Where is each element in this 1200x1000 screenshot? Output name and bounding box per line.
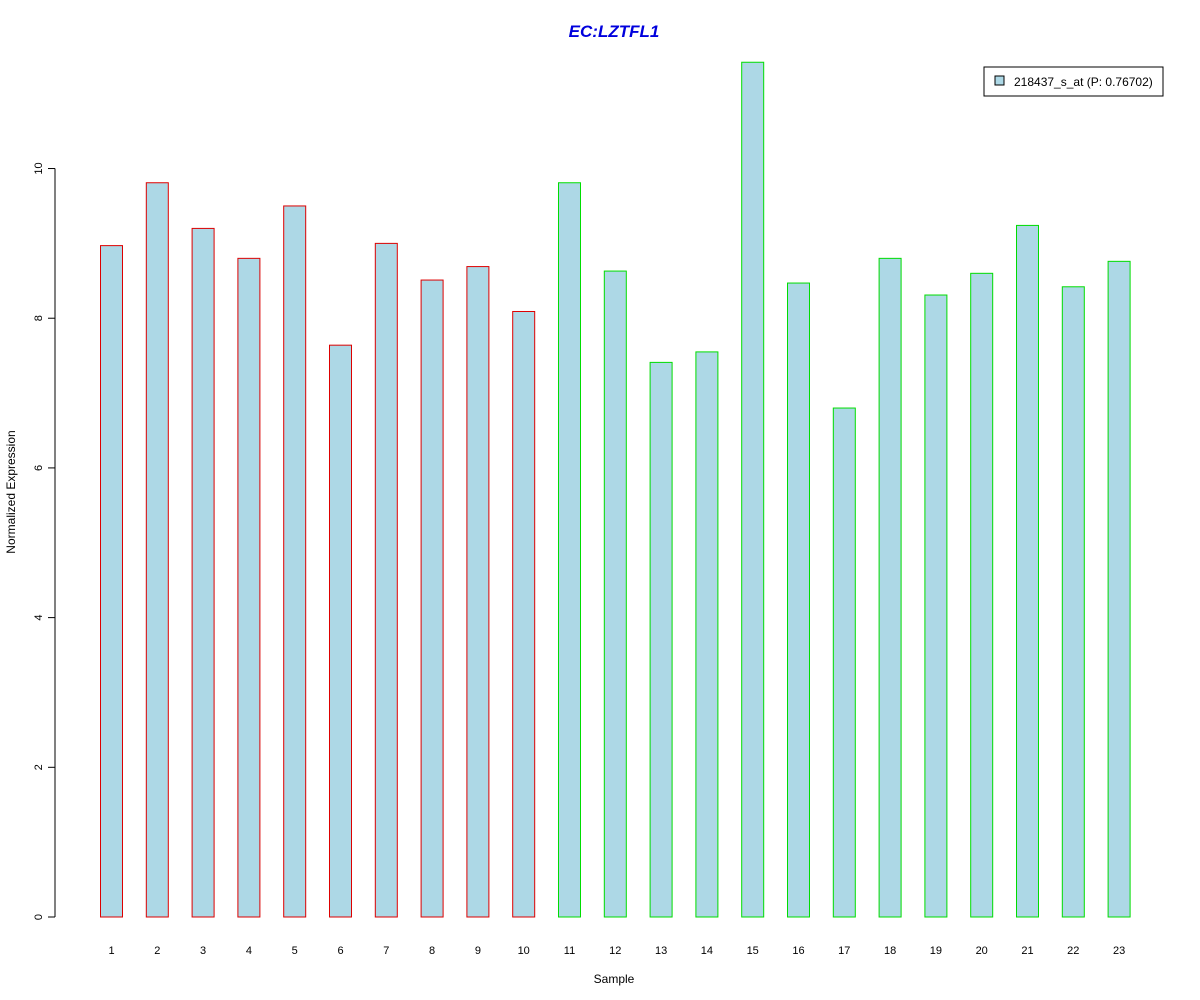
bar-sample-22 [1061, 286, 1085, 918]
y-axis-title: Normalized Expression [4, 430, 18, 553]
x-tick-label: 15 [747, 945, 759, 957]
y-axis: 0 2 4 6 8 10 [33, 162, 56, 920]
bar-sample-9 [466, 266, 490, 918]
bar-sample-1 [100, 245, 123, 918]
bar-sample-11 [558, 182, 581, 918]
x-tick-label: 22 [1067, 945, 1079, 957]
x-tick-label: 14 [701, 945, 713, 957]
x-tick-labels: 1 2 3 4 5 6 7 8 9 10 11 12 13 14 15 16 17 18 19 20 21 22 23 [108, 945, 1125, 957]
x-tick-label: 7 [383, 945, 389, 957]
x-tick-label: 1 [108, 945, 114, 957]
bar-sample-5 [283, 205, 307, 918]
x-tick-label: 6 [337, 945, 343, 957]
bar-sample-10 [512, 310, 536, 918]
x-tick-label: 8 [429, 945, 435, 957]
bar-sample-17 [832, 407, 856, 918]
bar-sample-16 [787, 282, 810, 918]
x-tick-label: 16 [792, 945, 804, 957]
bar-sample-18 [878, 257, 902, 918]
x-tick-label: 13 [655, 945, 667, 957]
x-tick-label: 21 [1021, 945, 1033, 957]
x-tick-label: 5 [292, 945, 298, 957]
x-tick-label: 23 [1113, 945, 1125, 957]
y-tick-label: 8 [33, 315, 45, 321]
x-tick-label: 17 [838, 945, 850, 957]
x-tick-label: 11 [564, 945, 575, 957]
bar-sample-2 [145, 182, 169, 918]
bar-sample-15 [741, 61, 765, 918]
legend-label: 218437_s_at (P: 0.76702) [1014, 75, 1153, 89]
y-tick-label: 6 [33, 465, 45, 471]
bar-sample-6 [329, 344, 352, 918]
x-tick-label: 10 [518, 945, 530, 957]
bar-sample-8 [420, 279, 444, 918]
x-tick-label: 3 [200, 945, 206, 957]
legend-box [983, 66, 1164, 97]
y-tick-label: 0 [33, 914, 45, 920]
y-tick-label: 10 [33, 162, 45, 174]
bar-sample-19 [924, 294, 948, 918]
bar-sample-12 [603, 270, 627, 918]
bar-sample-13 [649, 361, 673, 918]
chart-title: EC:LZTFL1 [569, 22, 660, 41]
bar-sample-3 [191, 227, 215, 918]
x-tick-label: 2 [154, 945, 160, 957]
bar-sample-4 [237, 257, 261, 918]
x-axis-title: Sample [594, 972, 635, 986]
y-tick-label: 2 [33, 764, 45, 770]
x-tick-label: 20 [976, 945, 988, 957]
x-tick-label: 4 [246, 945, 252, 957]
x-tick-label: 12 [609, 945, 621, 957]
bar-sample-7 [374, 242, 398, 918]
bar-sample-20 [970, 272, 994, 918]
legend-swatch [994, 75, 1005, 86]
bar-sample-21 [1016, 224, 1039, 918]
y-tick-label: 4 [33, 615, 45, 621]
x-tick-label: 19 [930, 945, 942, 957]
x-tick-label: 18 [884, 945, 896, 957]
bars-group [100, 61, 1131, 918]
x-tick-label: 9 [475, 945, 481, 957]
legend: 218437_s_at (P: 0.76702) [983, 66, 1164, 97]
bar-sample-23 [1107, 260, 1131, 918]
bar-sample-14 [695, 351, 719, 918]
